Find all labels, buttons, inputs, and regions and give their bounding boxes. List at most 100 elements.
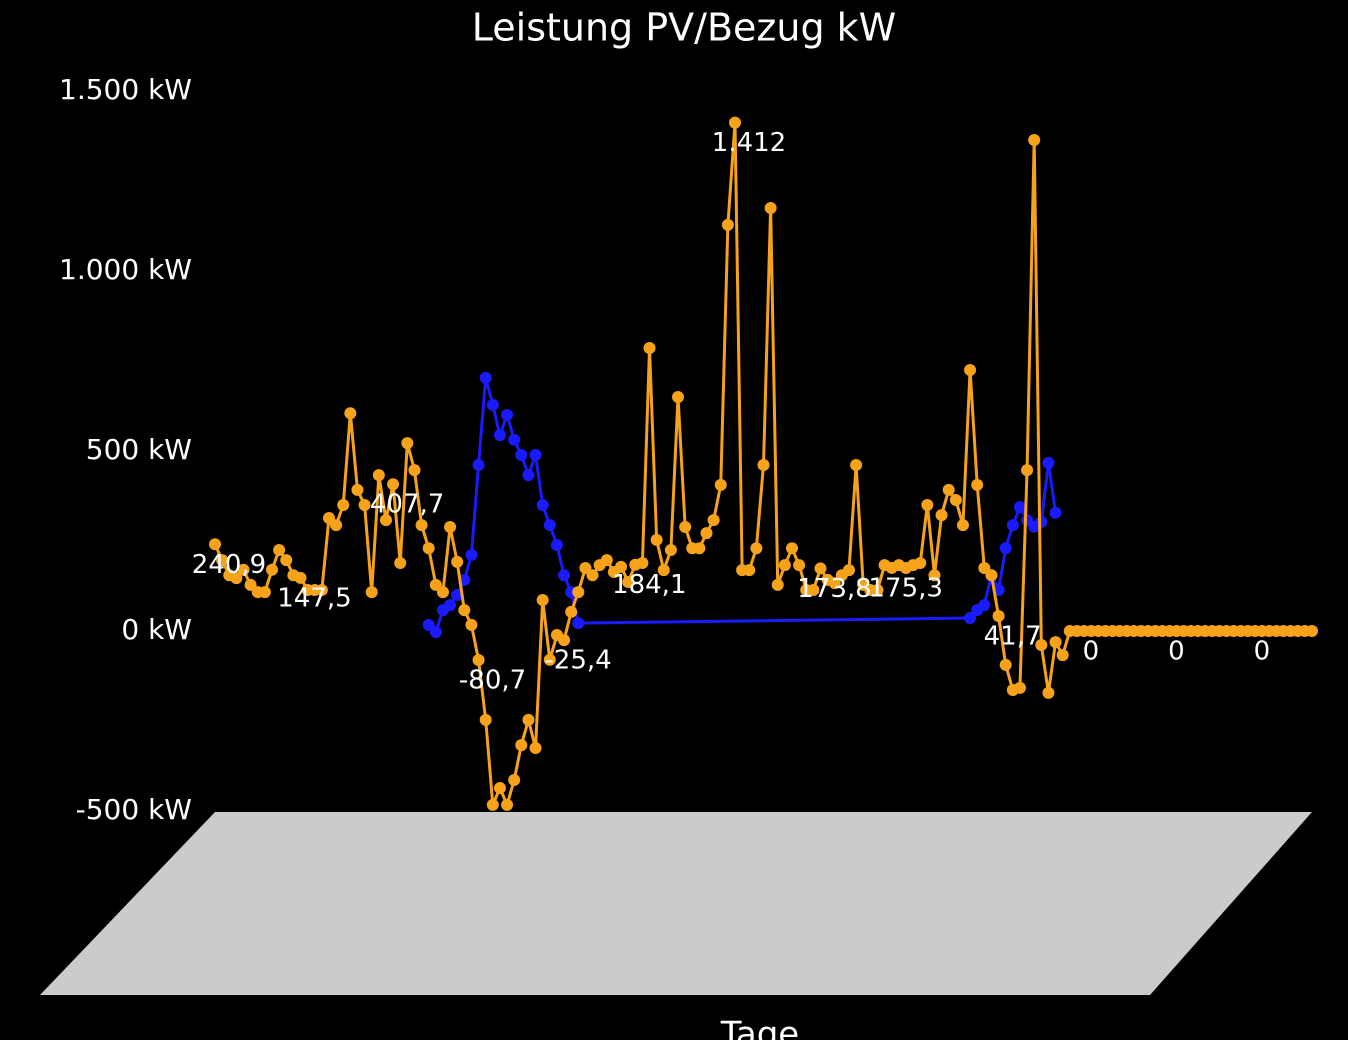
data-point (422, 542, 435, 555)
data-point (515, 448, 528, 461)
data-point (964, 612, 977, 625)
data-point (1013, 681, 1026, 694)
data-point (1306, 625, 1318, 637)
data-point (436, 586, 449, 599)
data-point (237, 563, 250, 576)
data-point (793, 559, 806, 572)
data-point (401, 437, 414, 450)
data-point (358, 499, 371, 511)
gap-connector (578, 616, 971, 625)
data-point (764, 202, 777, 214)
data-point (729, 116, 742, 129)
data-point (394, 556, 407, 569)
data-point (1049, 636, 1062, 649)
data-point (230, 572, 243, 585)
series-line (427, 377, 580, 635)
y-tick-label: 500 kW (86, 433, 192, 466)
data-point (572, 586, 585, 599)
data-point (280, 554, 293, 567)
data-point (1049, 506, 1062, 519)
data-point (921, 499, 934, 511)
data-point (643, 342, 656, 355)
data-point (344, 407, 357, 420)
data-point (928, 569, 941, 582)
data-point (721, 218, 734, 231)
data-point (216, 554, 229, 567)
data-point (550, 538, 563, 551)
data-point (536, 499, 549, 511)
data-point (209, 538, 221, 551)
data-point (778, 559, 791, 572)
data-point (985, 569, 998, 582)
data-point (501, 798, 514, 811)
data-point (387, 478, 400, 491)
data-label: 0 (1254, 637, 1271, 667)
data-point (1056, 649, 1069, 662)
data-point (508, 774, 521, 787)
data-point (935, 509, 948, 522)
data-point (458, 604, 471, 617)
data-label: -25,4 (544, 646, 611, 676)
data-point (1006, 519, 1019, 532)
data-point (565, 605, 578, 618)
data-point (636, 556, 649, 569)
y-tick-label: 0 kW (121, 613, 192, 646)
data-point (536, 594, 549, 607)
data-label: 240,9 (192, 550, 266, 580)
data-point (679, 520, 692, 533)
data-point (964, 364, 977, 376)
data-point (529, 448, 542, 461)
data-point (337, 499, 350, 511)
data-point (622, 576, 635, 589)
data-label: 173,8 (797, 574, 871, 604)
data-point (1021, 464, 1034, 477)
x-tick-label-band (40, 812, 1312, 995)
data-point (472, 459, 485, 472)
data-point (707, 514, 720, 527)
data-point (486, 798, 499, 811)
data-point (978, 599, 991, 612)
data-point (479, 713, 492, 726)
x-axis-title: Tage (720, 1015, 799, 1040)
data-point (351, 483, 364, 496)
data-point (1028, 133, 1041, 146)
data-point (971, 478, 984, 491)
data-label: 184,1 (612, 570, 686, 600)
data-label: 147,5 (277, 583, 351, 613)
data-point (558, 569, 571, 582)
data-label: 1.412 (712, 128, 786, 158)
data-point (465, 618, 478, 631)
data-point (657, 564, 670, 577)
data-point (650, 533, 663, 546)
data-point (315, 583, 328, 596)
data-point (415, 519, 428, 532)
data-point (999, 542, 1012, 555)
data-point (1013, 501, 1026, 514)
data-point (330, 519, 343, 532)
data-point (444, 599, 457, 612)
data-label: 41,7 (984, 621, 1042, 651)
data-point (273, 544, 286, 556)
data-point (501, 409, 514, 421)
data-point (1042, 456, 1055, 469)
y-tick-label: 1.000 kW (59, 253, 192, 286)
data-point (814, 562, 827, 575)
data-point (572, 617, 585, 630)
data-point (871, 583, 884, 596)
data-point (586, 569, 599, 582)
data-point (664, 544, 677, 556)
data-point (472, 654, 485, 667)
data-point (493, 781, 506, 794)
data-point (600, 554, 613, 567)
y-tick-label: -500 kW (76, 793, 192, 826)
data-point (558, 634, 571, 647)
data-point (700, 527, 713, 540)
data-point (743, 564, 756, 577)
data-point (493, 429, 506, 442)
data-point (451, 555, 464, 568)
data-point (850, 459, 863, 472)
data-point (1035, 515, 1048, 528)
data-point (365, 586, 378, 599)
